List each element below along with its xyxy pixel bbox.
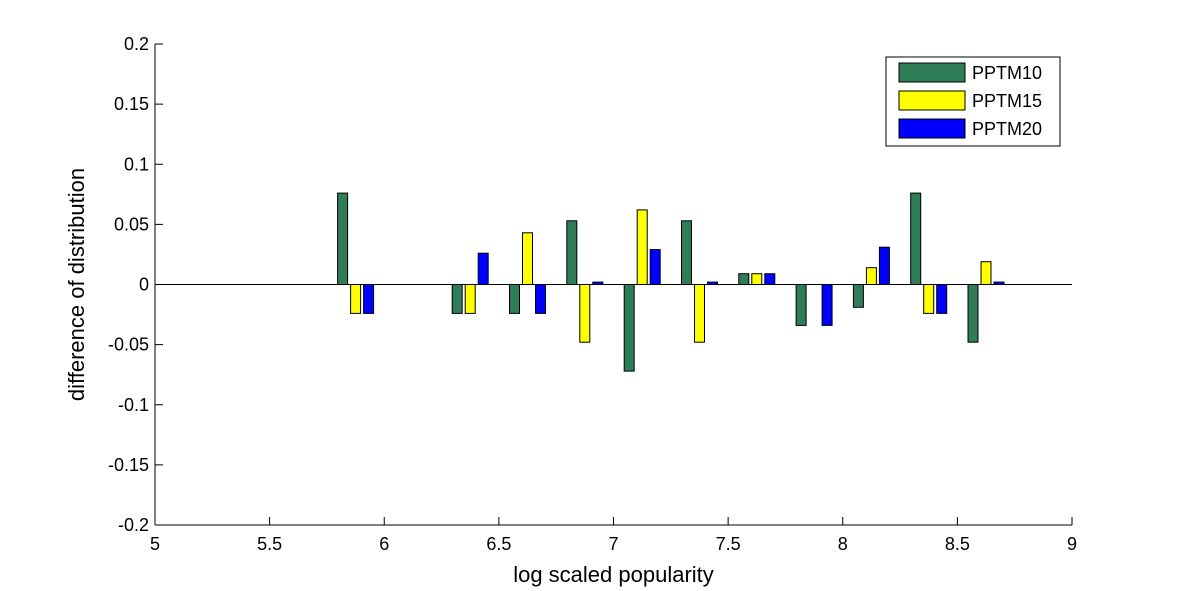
bar-pptm10-10 bbox=[967, 284, 979, 343]
bar-pptm15-9 bbox=[923, 284, 935, 314]
y-tick-label: 0 bbox=[139, 275, 149, 295]
bars-group bbox=[337, 192, 1005, 372]
bar-pptm10-5 bbox=[681, 220, 692, 286]
bar-pptm10-4 bbox=[623, 284, 635, 372]
x-tick-label: 8 bbox=[838, 534, 848, 554]
x-tick-label: 6.5 bbox=[486, 534, 511, 554]
bar-pptm10-6 bbox=[738, 273, 750, 286]
x-axis-label: log scaled popularity bbox=[513, 562, 714, 587]
bar-pptm20-0 bbox=[363, 284, 375, 314]
y-axis-label: difference of distribution bbox=[64, 168, 89, 401]
bar-pptm15-0 bbox=[350, 284, 362, 314]
bar-pptm10-7 bbox=[795, 284, 807, 326]
bar-pptm15-10 bbox=[980, 261, 992, 286]
y-tick-label: -0.2 bbox=[118, 515, 149, 535]
bar-pptm15-3 bbox=[579, 284, 591, 343]
bar-pptm20-1 bbox=[477, 252, 489, 285]
bar-pptm10-1 bbox=[451, 284, 463, 314]
bar-pptm15-1 bbox=[464, 284, 476, 314]
y-tick-label: 0.2 bbox=[124, 34, 149, 54]
y-tick-label: -0.1 bbox=[118, 395, 149, 415]
bar-pptm10-8 bbox=[852, 284, 864, 308]
y-tick-label: 0.1 bbox=[124, 154, 149, 174]
bar-pptm15-6 bbox=[751, 273, 763, 286]
y-tick-label: -0.15 bbox=[108, 455, 149, 475]
legend-label-pptm10: PPTM10 bbox=[972, 63, 1042, 83]
bar-pptm20-7 bbox=[821, 284, 833, 326]
legend-swatch-pptm15 bbox=[898, 90, 966, 111]
y-tick-label: -0.05 bbox=[108, 335, 149, 355]
legend-swatch-pptm10 bbox=[898, 62, 966, 83]
y-tick-label: 0.15 bbox=[114, 94, 149, 114]
x-tick-label: 9 bbox=[1067, 534, 1077, 554]
x-tick-label: 8.5 bbox=[945, 534, 970, 554]
x-tick-label: 5.5 bbox=[257, 534, 282, 554]
bar-pptm10-0 bbox=[337, 192, 349, 286]
x-tick-label: 5 bbox=[150, 534, 160, 554]
legend-label-pptm15: PPTM15 bbox=[972, 91, 1042, 111]
ticks-group: 5 5.5 6 6.5 7 7.5 8 8.5 9 0.2 0.15 0.1 0.05 0 -0.05 -0.… bbox=[108, 34, 1077, 554]
x-tick-label: 6 bbox=[379, 534, 389, 554]
legend-label-pptm20: PPTM20 bbox=[972, 119, 1042, 139]
bar-pptm15-5 bbox=[694, 284, 705, 343]
bar-pptm10-3 bbox=[566, 220, 578, 286]
x-tick-label: 7.5 bbox=[716, 534, 741, 554]
bar-pptm20-2 bbox=[535, 284, 546, 314]
bar-pptm20-9 bbox=[936, 284, 948, 314]
bar-pptm15-2 bbox=[522, 232, 533, 286]
bar-pptm10-9 bbox=[910, 192, 922, 286]
bar-pptm10-2 bbox=[509, 284, 520, 314]
bar-pptm20-6 bbox=[764, 273, 776, 286]
bar-pptm15-8 bbox=[865, 267, 877, 286]
x-tick-label: 7 bbox=[608, 534, 618, 554]
legend-swatch-pptm20 bbox=[898, 118, 966, 139]
y-tick-label: 0.05 bbox=[114, 214, 149, 234]
legend: PPTM10 PPTM15 PPTM20 bbox=[885, 56, 1061, 147]
bar-pptm15-4 bbox=[636, 209, 648, 285]
bar-pptm20-8 bbox=[878, 246, 890, 285]
bar-pptm20-4 bbox=[649, 249, 661, 286]
